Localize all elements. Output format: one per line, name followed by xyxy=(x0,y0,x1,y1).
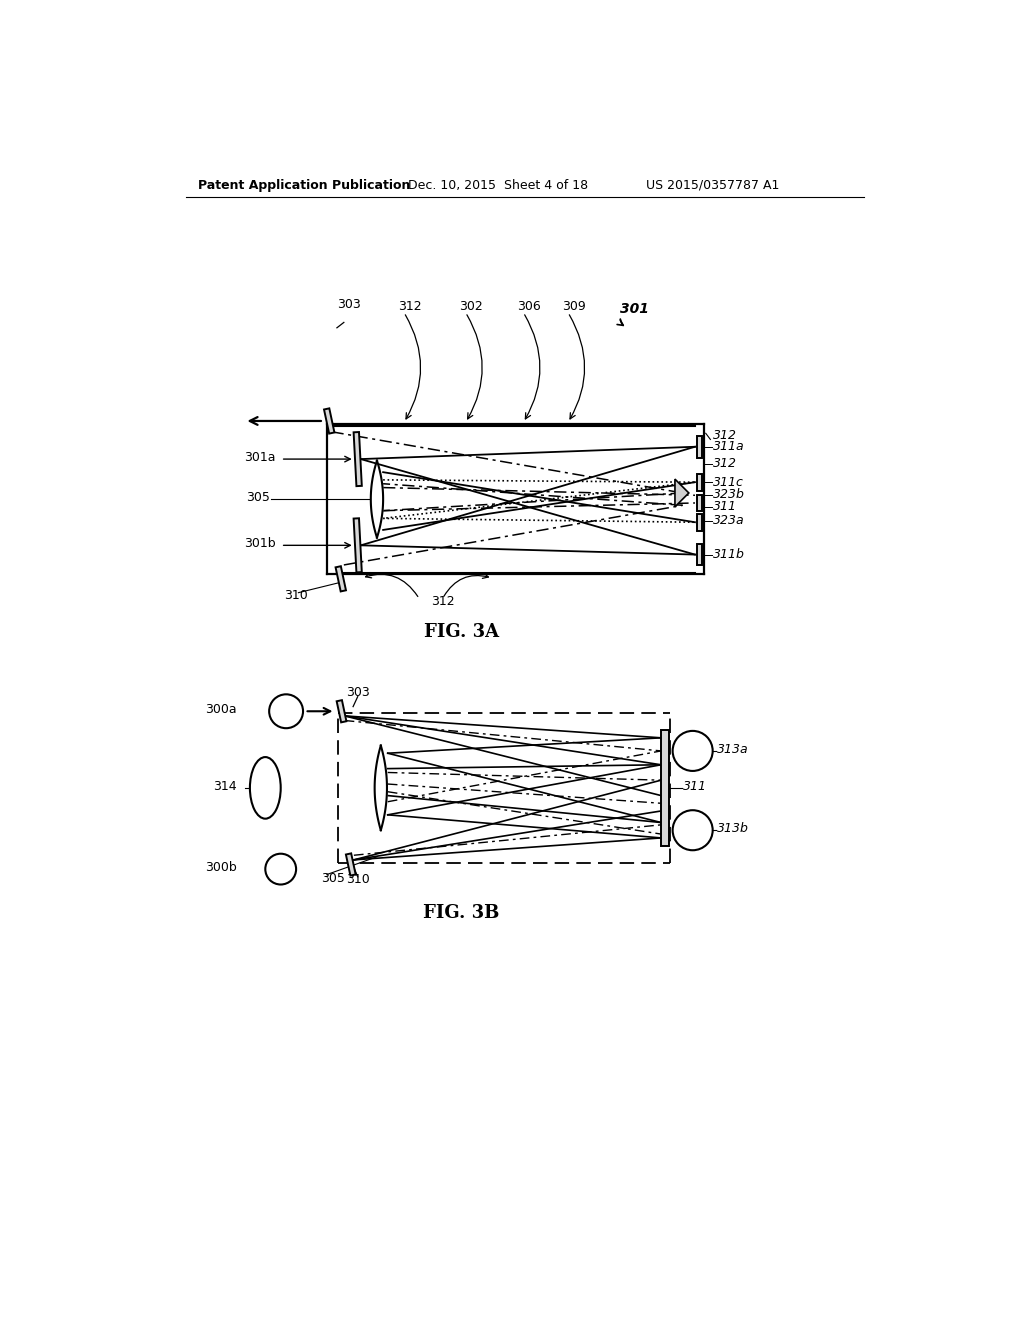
Polygon shape xyxy=(662,730,669,846)
Text: 311a: 311a xyxy=(714,441,745,453)
Text: 301a: 301a xyxy=(245,451,276,465)
Polygon shape xyxy=(375,746,387,830)
Text: 312: 312 xyxy=(714,429,737,442)
Text: Patent Application Publication: Patent Application Publication xyxy=(199,178,411,191)
Text: 303: 303 xyxy=(346,686,370,700)
Polygon shape xyxy=(346,854,355,875)
Text: 306: 306 xyxy=(517,300,541,313)
Polygon shape xyxy=(675,479,689,507)
Text: 312: 312 xyxy=(397,300,421,313)
Text: 312: 312 xyxy=(714,457,737,470)
Text: 311: 311 xyxy=(683,780,708,793)
Polygon shape xyxy=(697,544,702,565)
Polygon shape xyxy=(353,519,361,573)
Text: FIG. 3A: FIG. 3A xyxy=(424,623,500,642)
Polygon shape xyxy=(697,436,702,458)
Polygon shape xyxy=(697,495,702,511)
Text: 305: 305 xyxy=(322,871,345,884)
Text: 310: 310 xyxy=(346,874,370,887)
Text: 303: 303 xyxy=(337,298,360,312)
Text: 300b: 300b xyxy=(205,861,237,874)
Text: 311b: 311b xyxy=(714,548,745,561)
Text: 305: 305 xyxy=(246,491,270,504)
Text: 301b: 301b xyxy=(245,537,276,550)
Text: 313b: 313b xyxy=(717,822,750,836)
Text: 323a: 323a xyxy=(714,515,745,527)
Polygon shape xyxy=(324,408,335,433)
Text: 301: 301 xyxy=(621,301,649,315)
Text: 311: 311 xyxy=(714,500,737,513)
Polygon shape xyxy=(353,432,361,486)
Text: 323b: 323b xyxy=(714,488,745,502)
Text: 312: 312 xyxy=(431,594,455,607)
Text: US 2015/0357787 A1: US 2015/0357787 A1 xyxy=(646,178,780,191)
Text: 313a: 313a xyxy=(717,743,749,756)
Polygon shape xyxy=(697,513,702,531)
Text: 300a: 300a xyxy=(205,704,237,717)
Polygon shape xyxy=(371,461,383,537)
Text: 309: 309 xyxy=(562,300,586,313)
Text: Dec. 10, 2015  Sheet 4 of 18: Dec. 10, 2015 Sheet 4 of 18 xyxy=(408,178,588,191)
Text: 302: 302 xyxy=(460,300,483,313)
Text: FIG. 3B: FIG. 3B xyxy=(424,904,500,921)
Text: 311c: 311c xyxy=(714,475,744,488)
Text: 314: 314 xyxy=(213,780,237,793)
Polygon shape xyxy=(337,700,346,722)
Polygon shape xyxy=(336,566,346,591)
Text: 310: 310 xyxy=(285,589,308,602)
Polygon shape xyxy=(697,474,702,491)
